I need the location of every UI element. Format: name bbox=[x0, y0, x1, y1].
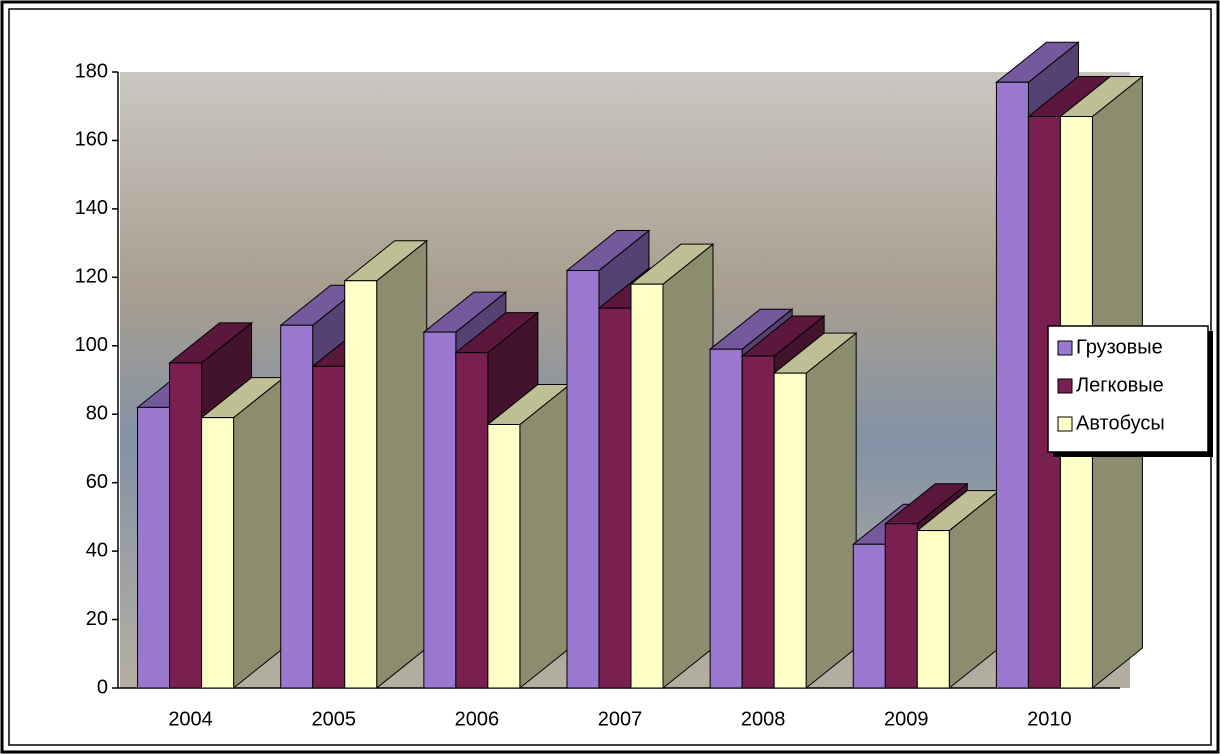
y-tick-label: 120 bbox=[75, 266, 108, 288]
x-tick-label: 2007 bbox=[598, 708, 643, 730]
x-tick-label: 2010 bbox=[1027, 708, 1072, 730]
bar-side bbox=[805, 332, 857, 690]
y-tick-label: 0 bbox=[97, 676, 108, 698]
bar bbox=[344, 280, 378, 689]
bar bbox=[598, 307, 632, 689]
legend-marker bbox=[1057, 416, 1073, 432]
y-tick-label: 40 bbox=[86, 539, 108, 561]
bar-side bbox=[233, 376, 285, 690]
legend-label: Легковые bbox=[1076, 374, 1164, 396]
bar bbox=[709, 348, 743, 689]
y-tick-label: 180 bbox=[75, 60, 108, 82]
bar-side bbox=[519, 383, 571, 690]
bar bbox=[280, 324, 314, 689]
legend bbox=[1047, 325, 1209, 453]
x-tick-label: 2004 bbox=[168, 708, 213, 730]
x-tick-label: 2009 bbox=[884, 708, 929, 730]
bar-side bbox=[662, 243, 714, 690]
legend-label: Грузовые bbox=[1076, 336, 1163, 358]
bar bbox=[995, 81, 1029, 689]
bar bbox=[773, 372, 807, 689]
bar bbox=[201, 417, 235, 689]
x-tick-label: 2006 bbox=[455, 708, 500, 730]
x-tick-label: 2008 bbox=[741, 708, 786, 730]
y-tick-label: 140 bbox=[75, 197, 108, 219]
bar-side bbox=[376, 239, 428, 690]
bar bbox=[852, 543, 886, 689]
bar bbox=[630, 283, 664, 689]
x-tick-label: 2005 bbox=[311, 708, 356, 730]
legend-marker bbox=[1057, 378, 1073, 394]
legend-marker bbox=[1057, 340, 1073, 356]
bar bbox=[423, 331, 457, 689]
bar bbox=[916, 530, 950, 689]
bar bbox=[566, 269, 600, 689]
bar bbox=[137, 406, 171, 689]
y-tick-label: 100 bbox=[75, 334, 108, 356]
bar bbox=[741, 355, 775, 689]
y-tick-label: 60 bbox=[86, 471, 108, 493]
y-tick-label: 80 bbox=[86, 403, 108, 425]
y-tick-label: 20 bbox=[86, 608, 108, 630]
y-tick-label: 160 bbox=[75, 129, 108, 151]
legend-label: Автобусы bbox=[1076, 412, 1165, 434]
bar bbox=[455, 352, 489, 689]
bar bbox=[169, 362, 203, 689]
bar bbox=[487, 423, 521, 689]
bar bbox=[884, 523, 918, 689]
bar bbox=[312, 365, 346, 689]
